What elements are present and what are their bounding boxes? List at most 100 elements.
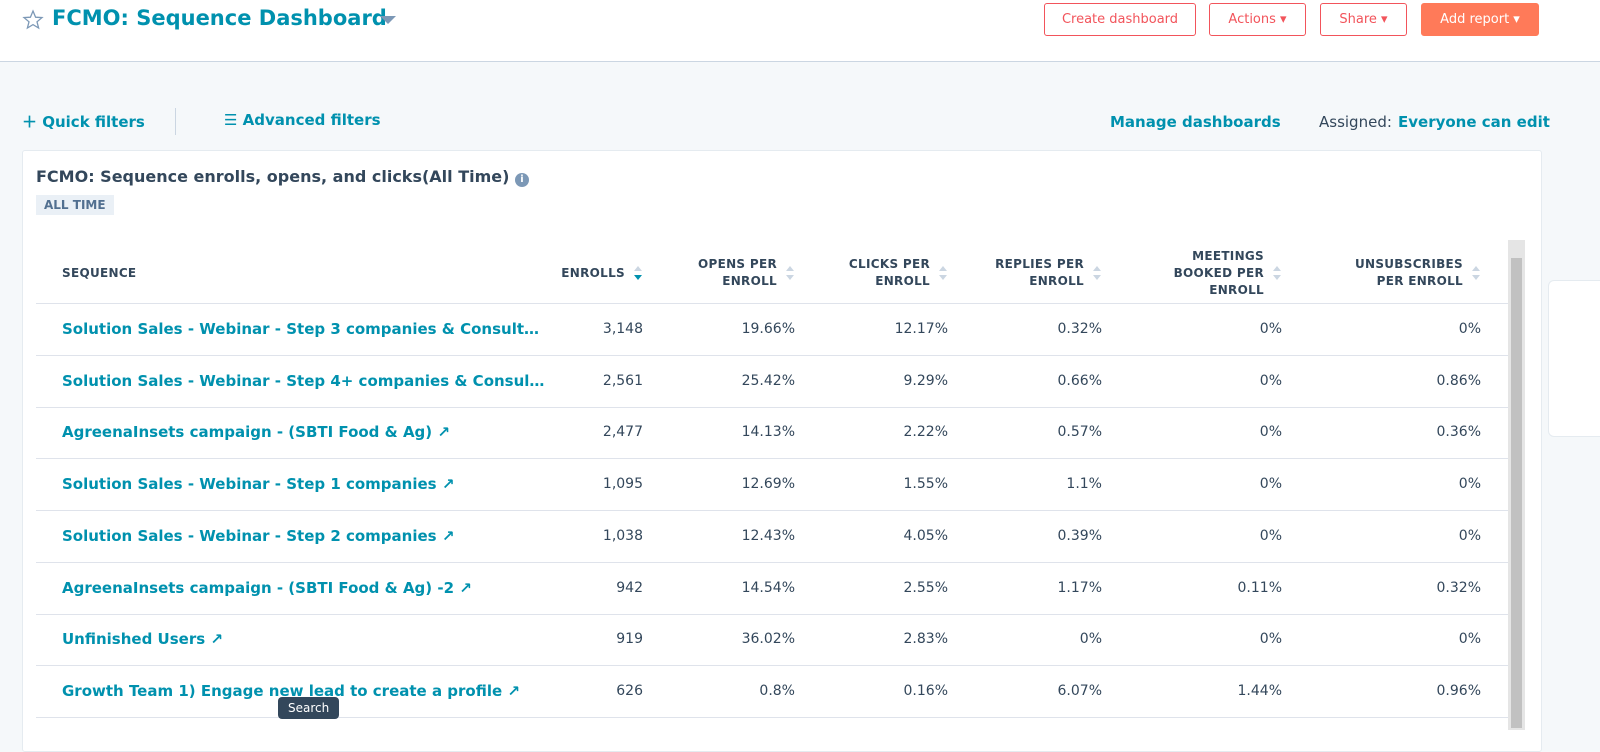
row-divider xyxy=(36,613,1508,615)
sort-arrow xyxy=(939,266,947,271)
advanced-filters[interactable]: ☰ Advanced filters xyxy=(224,111,381,129)
sort-arrow xyxy=(1472,275,1480,280)
cell: 2.83% xyxy=(903,631,948,648)
sort-icon[interactable] xyxy=(1471,266,1481,280)
column-header[interactable]: UNSUBSCRIBES PER ENROLL xyxy=(1354,257,1463,288)
sequence-link[interactable]: Unfinished Users ↗ xyxy=(62,630,223,649)
row-divider xyxy=(36,510,1508,512)
sequence-link[interactable]: Solution Sales - Webinar - Step 3 compan… xyxy=(62,320,540,338)
sort-icon[interactable] xyxy=(1272,266,1282,280)
row-divider xyxy=(36,561,1508,563)
cell: 2.55% xyxy=(903,579,948,596)
add-report-button[interactable]: Add report ▾ xyxy=(1421,3,1539,36)
cell: 12.17% xyxy=(894,321,948,337)
external-link-icon[interactable]: ↗ xyxy=(436,475,455,494)
sort-arrow xyxy=(634,275,642,280)
sequence-link[interactable]: Growth Team 1) Engage new lead to create… xyxy=(62,681,520,700)
column-header[interactable]: MEETINGS BOOKED PER ENROLL xyxy=(1173,248,1264,297)
row-divider xyxy=(36,665,1508,667)
sort-arrow xyxy=(1472,266,1480,271)
label: Share xyxy=(1339,12,1377,27)
cell: 1.44% xyxy=(1237,682,1282,699)
cell: 2.22% xyxy=(903,424,948,441)
cell: 1.55% xyxy=(903,476,948,493)
cell: 0% xyxy=(1458,631,1481,648)
row-divider xyxy=(36,458,1508,460)
actions-button[interactable]: Actions ▾ xyxy=(1209,3,1306,36)
row-divider xyxy=(36,716,1508,718)
cell: 0.57% xyxy=(1057,424,1102,441)
cell: 2,477 xyxy=(602,424,643,441)
cell: 14.13% xyxy=(741,424,795,441)
quick-filters[interactable]: ＋ Quick filters xyxy=(22,113,145,131)
cell: 0% xyxy=(1259,424,1282,441)
favorite-star[interactable] xyxy=(22,9,44,31)
title-text: FCMO: Sequence enrolls, opens, and click… xyxy=(36,167,510,186)
scrollbar[interactable] xyxy=(1508,240,1525,730)
cell: 14.54% xyxy=(741,579,795,596)
sort-icon[interactable] xyxy=(938,266,948,280)
column-header[interactable]: REPLIES PER ENROLL xyxy=(995,257,1084,288)
sort-arrow xyxy=(1273,266,1281,271)
column-header[interactable]: OPENS PER ENROLL xyxy=(698,257,777,288)
sort-icon[interactable] xyxy=(785,266,795,280)
report-title: FCMO: Sequence enrolls, opens, and click… xyxy=(36,167,530,187)
side-panel xyxy=(1548,280,1600,437)
sort-arrow xyxy=(1273,275,1281,280)
cell: 0% xyxy=(1458,321,1481,337)
label: Actions xyxy=(1228,12,1276,27)
cell: 0.36% xyxy=(1436,424,1481,441)
row-divider xyxy=(36,406,1508,408)
column-header[interactable]: ENROLLS xyxy=(561,265,625,280)
cell: 0% xyxy=(1079,631,1102,648)
cell: 919 xyxy=(616,631,643,648)
column-header[interactable]: CLICKS PER ENROLL xyxy=(848,257,930,288)
cell: 19.66% xyxy=(741,321,795,337)
sequence-link[interactable]: Solution Sales - Webinar - Step 2 compan… xyxy=(62,526,455,545)
cell: 36.02% xyxy=(741,631,795,648)
external-link-icon[interactable]: ↗ xyxy=(454,578,472,597)
sort-arrow xyxy=(1093,266,1101,271)
info-icon[interactable]: i xyxy=(515,173,530,187)
sequence-link[interactable]: AgreenaInsets campaign - (SBTI Food & Ag… xyxy=(62,423,450,442)
sequence-link[interactable]: AgreenaInsets campaign - (SBTI Food & Ag… xyxy=(62,578,472,597)
share-button[interactable]: Share ▾ xyxy=(1320,3,1407,36)
title-dropdown[interactable] xyxy=(380,16,398,26)
sort-arrow xyxy=(786,266,794,271)
cell: 0.16% xyxy=(903,682,948,699)
cell: 4.05% xyxy=(903,527,948,544)
label: Add report xyxy=(1440,12,1510,27)
row-divider xyxy=(36,355,1508,356)
sort-arrow xyxy=(634,266,642,271)
label: Advanced filters xyxy=(242,111,381,129)
cell: 1,095 xyxy=(602,476,643,493)
external-link-icon[interactable]: ↗ xyxy=(205,630,223,649)
cell: 0.32% xyxy=(1057,321,1102,337)
cell: 0% xyxy=(1458,527,1481,544)
sort-arrow xyxy=(786,275,794,280)
cell: 12.43% xyxy=(741,527,795,544)
cell: 12.69% xyxy=(741,476,795,493)
external-link-icon[interactable]: ↗ xyxy=(502,681,520,700)
manage-dashboards[interactable]: Manage dashboards xyxy=(1110,113,1281,131)
cell: 9.29% xyxy=(903,372,948,389)
report-card xyxy=(22,150,1542,752)
sequence-link[interactable]: Solution Sales - Webinar - Step 4+ compa… xyxy=(62,371,545,390)
cell: 0.86% xyxy=(1436,372,1481,389)
cell: 0% xyxy=(1259,631,1282,648)
external-link-icon[interactable]: ↗ xyxy=(432,423,450,442)
dashboard-title[interactable]: FCMO: Sequence Dashboard xyxy=(52,6,387,30)
cell: 0% xyxy=(1259,476,1282,493)
create-dashboard-button[interactable]: Create dashboard xyxy=(1044,3,1196,36)
sort-icon[interactable] xyxy=(633,266,643,280)
cell: 0% xyxy=(1259,321,1282,337)
external-link-icon[interactable]: ↗ xyxy=(436,526,455,545)
scroll-thumb[interactable] xyxy=(1511,258,1522,728)
sequence-link[interactable]: Solution Sales - Webinar - Step 1 compan… xyxy=(62,475,455,494)
row-divider xyxy=(36,303,1508,304)
column-header[interactable]: SEQUENCE xyxy=(62,266,137,280)
sort-icon[interactable] xyxy=(1092,266,1102,280)
cell: 25.42% xyxy=(741,372,795,389)
cell: 942 xyxy=(616,579,643,596)
assigned-value[interactable]: Everyone can edit xyxy=(1398,113,1550,131)
